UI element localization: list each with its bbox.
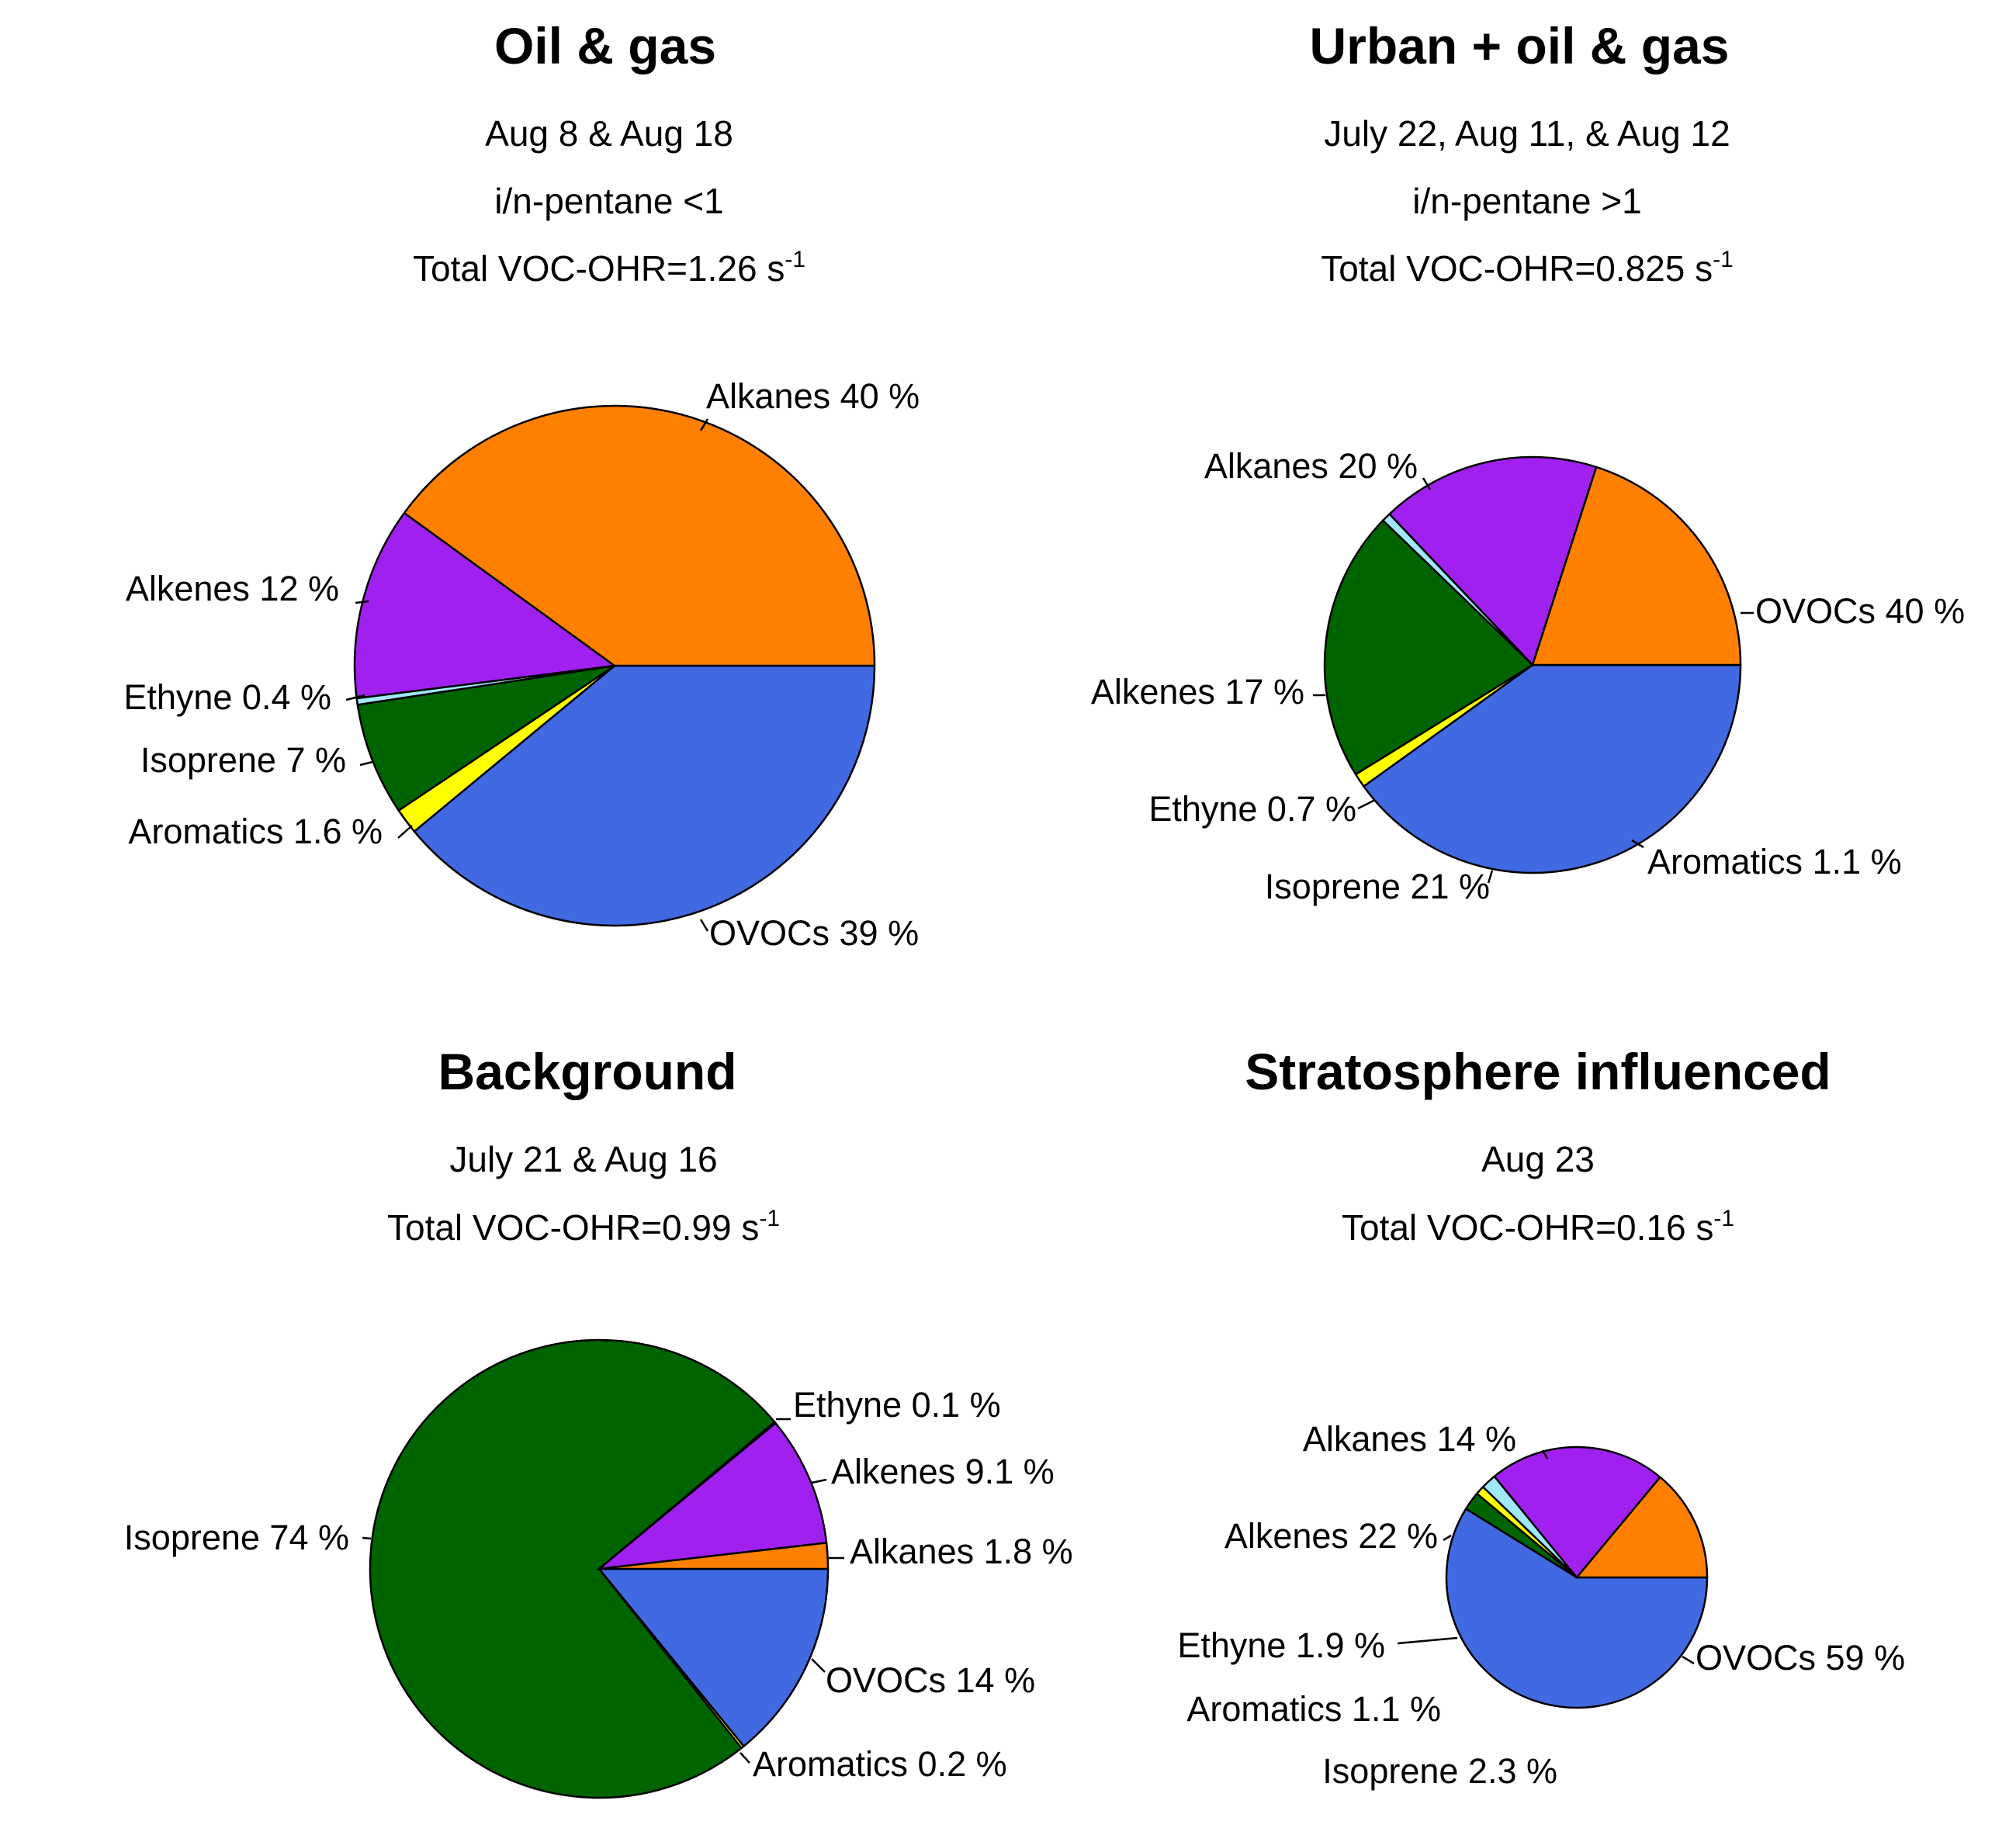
leader-line-aromatics (740, 1752, 750, 1764)
panel-title: Oil & gas (494, 17, 716, 74)
slice-label-ethyne: Ethyne 0.7 % (1148, 789, 1356, 829)
leader-line-ethyne (345, 694, 365, 701)
panel-subtitle: Aug 8 & Aug 18 (485, 113, 733, 154)
panel-subtitle: July 21 & Aug 16 (449, 1139, 717, 1179)
slice-label-aromatics: Aromatics 0.2 % (753, 1744, 1007, 1784)
total-voc-ohr-text: Total VOC-OHR=0.16 s-1 (1342, 1206, 1734, 1248)
leader-line-ethyne (1397, 1636, 1458, 1645)
slice-label-isoprene: Isoprene 7 % (140, 740, 346, 780)
panel-background: Background July 21 & Aug 16 Total VOC-OHR=… (124, 1043, 1073, 1799)
pie-slice-alkenes (595, 1421, 828, 1570)
pie-slice-ovocs (1362, 663, 1742, 874)
pie-slice-alkenes (1493, 1445, 1662, 1579)
slice-label-alkanes: Alkanes 20 % (1204, 446, 1418, 486)
ohr-unit-exponent: -1 (785, 247, 805, 272)
ohr-value: Total VOC-OHR=0.825 s (1321, 248, 1713, 289)
panel-subtitle: i/n-pentane >1 (1412, 181, 1641, 221)
slice-label-alkenes: Alkenes 9.1 % (831, 1452, 1055, 1491)
leader-line-alkanes (1422, 477, 1432, 490)
slice-label-aromatics: Aromatics 1.1 % (1186, 1689, 1441, 1729)
leader-line-isoprene (1487, 870, 1494, 884)
panel-title: Background (438, 1043, 736, 1100)
panel-title: Urban + oil & gas (1310, 17, 1730, 74)
pie-slice-ovocs (597, 1567, 830, 1748)
leader-line-alkenes (811, 1478, 827, 1484)
panel-oil-gas: Oil & gas Aug 8 & Aug 18 i/n-pentane <1 Tot… (123, 17, 920, 953)
slice-label-ethyne: Ethyne 0.1 % (793, 1385, 1001, 1425)
panel-stratosphere-influenced: Stratosphere influenced Aug 23 Total VOC-O… (1177, 1043, 1905, 1791)
slice-label-ovocs: OVOCs 14 % (826, 1660, 1035, 1700)
pie-slice-ovocs (1445, 1507, 1709, 1709)
slice-label-aromatics: Aromatics 1.1 % (1647, 842, 1902, 881)
slice-label-isoprene: Isoprene 74 % (124, 1518, 349, 1557)
panel-subtitle: July 22, Aug 11, & Aug 12 (1324, 113, 1730, 154)
leader-line-ethyne (1357, 798, 1376, 810)
leader-line-ovocs (699, 919, 709, 932)
leader-line-aromatics (1631, 839, 1644, 849)
total-voc-ohr-text: Total VOC-OHR=0.825 s-1 (1321, 247, 1734, 289)
pie-slice-alkanes (1574, 1476, 1709, 1579)
slice-label-isoprene: Isoprene 2.3 % (1322, 1751, 1557, 1791)
total-voc-ohr-text: Total VOC-OHR=1.26 s-1 (413, 247, 805, 289)
slice-label-isoprene: Isoprene 21 % (1265, 867, 1490, 906)
slice-label-alkenes: Alkenes 22 % (1224, 1516, 1438, 1556)
slice-label-ethyne: Ethyne 0.4 % (123, 677, 331, 717)
leader-line-ovocs (1682, 1655, 1695, 1665)
leader-line-alkenes (1443, 1534, 1452, 1542)
slice-label-aromatics: Aromatics 1.6 % (128, 812, 383, 851)
slice-label-alkanes: Alkanes 1.8 % (850, 1532, 1073, 1571)
pie-slice-isoprene (356, 664, 615, 812)
slice-label-alkenes: Alkenes 17 % (1091, 672, 1304, 711)
leader-line-ovocs (811, 1658, 826, 1673)
total-voc-ohr-text: Total VOC-OHR=0.99 s-1 (387, 1206, 780, 1248)
ohr-value: Total VOC-OHR=0.99 s (387, 1207, 759, 1248)
panel-title: Stratosphere influenced (1245, 1043, 1831, 1100)
panel-urban-oil-gas: Urban + oil & gas July 22, Aug 11, & Aug … (1091, 17, 1965, 906)
pie-slice-isoprene (369, 1338, 777, 1799)
slice-label-ovocs: OVOCs 40 % (1755, 591, 1965, 631)
panel-subtitle: i/n-pentane <1 (494, 181, 723, 221)
pie-slice-alkanes (598, 1542, 830, 1570)
ohr-unit-exponent: -1 (1713, 1206, 1734, 1231)
pie-slice-isoprene (1323, 519, 1535, 776)
leader-line-isoprene (362, 1536, 372, 1540)
slice-label-ethyne: Ethyne 1.9 % (1177, 1626, 1385, 1665)
slice-label-alkenes: Alkenes 12 % (126, 569, 339, 608)
ohr-value: Total VOC-OHR=0.16 s (1342, 1207, 1713, 1248)
ohr-value: Total VOC-OHR=1.26 s (413, 248, 785, 289)
panel-subtitle: Aug 23 (1481, 1139, 1595, 1179)
pie-slice-alkanes (1531, 466, 1742, 666)
leader-line-alkenes (355, 600, 369, 604)
leader-line-alkanes (699, 418, 709, 431)
ohr-unit-exponent: -1 (1713, 247, 1734, 272)
slice-label-alkanes: Alkanes 14 % (1303, 1419, 1516, 1459)
slice-label-alkanes: Alkanes 40 % (706, 376, 920, 416)
pie-slice-alkenes (1387, 455, 1598, 667)
pie-slice-alkanes (403, 404, 876, 667)
ohr-unit-exponent: -1 (759, 1206, 780, 1231)
leader-line-isoprene (359, 760, 373, 767)
leader-line-aromatics (397, 825, 413, 839)
leader-line-alkanes (1541, 1449, 1549, 1459)
slice-label-ovocs: OVOCs 59 % (1696, 1638, 1905, 1677)
slice-label-ovocs: OVOCs 39 % (709, 913, 919, 953)
pie-slice-ovocs (413, 664, 876, 927)
